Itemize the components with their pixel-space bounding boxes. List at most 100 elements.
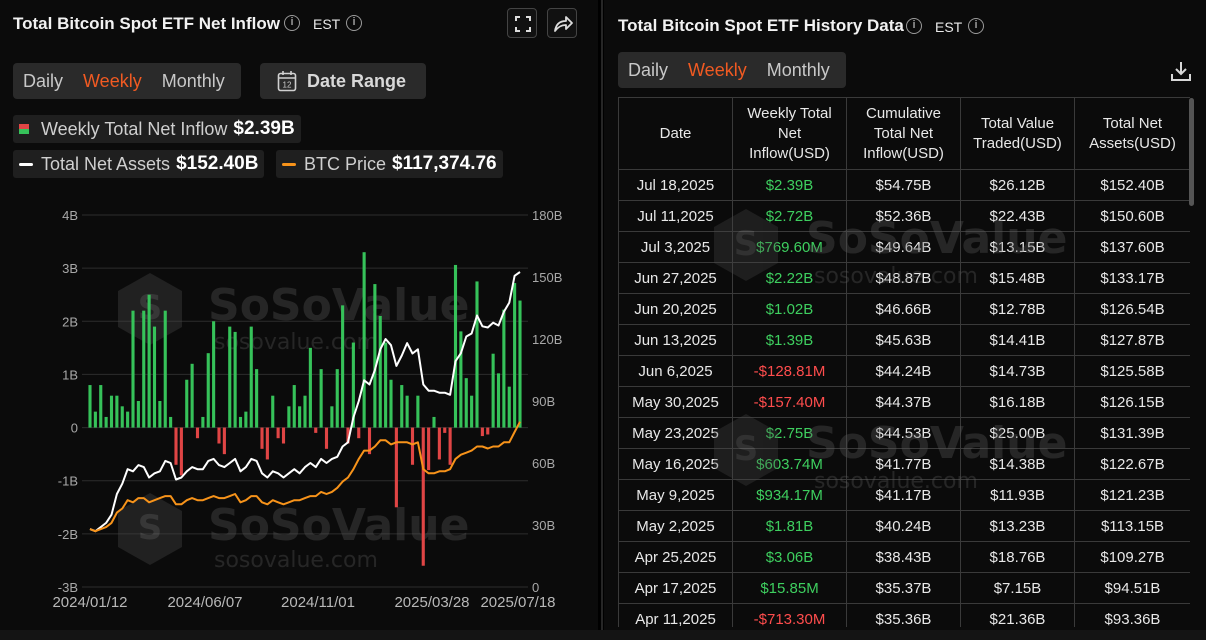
cell-date: May 23,2025 <box>618 417 733 449</box>
inflow-bar-negative <box>437 427 441 460</box>
tab-monthly[interactable]: Monthly <box>161 70 225 91</box>
table-row[interactable]: Jul 11,2025 $2.72B $52.36B $22.43B $150.60B <box>618 200 1190 232</box>
table-row[interactable]: Jul 18,2025 $2.39B $54.75B $26.12B $152.40B <box>618 169 1190 201</box>
inflow-bar-positive <box>158 401 162 428</box>
cell-date: Apr 25,2025 <box>618 541 733 573</box>
cell-cumulative-inflow: $49.64B <box>846 231 961 263</box>
inflow-chart[interactable]: S SoSoValue sosovalue.com S SoSoValue so… <box>0 195 598 615</box>
timezone-info-icon[interactable]: i <box>968 18 984 34</box>
inflow-bar-negative <box>276 427 280 439</box>
download-icon[interactable] <box>1170 60 1192 82</box>
col-header-value-traded[interactable]: Total Value Traded(USD) <box>960 97 1075 170</box>
cell-cumulative-inflow: $40.24B <box>846 510 961 542</box>
table-header-row: Date Weekly Total Net Inflow(USD) Cumula… <box>618 97 1190 170</box>
cell-date: Jul 11,2025 <box>618 200 733 232</box>
btc-price-line <box>89 421 521 533</box>
right-axis-tick-label: 180B <box>532 208 562 223</box>
col-header-cumulative-inflow[interactable]: Cumulative Total Net Inflow(USD) <box>846 97 961 170</box>
right-axis-tick-label: 120B <box>532 332 562 347</box>
share-icon[interactable] <box>547 8 577 38</box>
timezone-info-icon[interactable]: i <box>346 15 362 31</box>
left-axis-tick-label: 1B <box>62 367 78 382</box>
cell-net-assets: $125.58B <box>1074 355 1190 387</box>
inflow-bar-negative <box>486 427 490 435</box>
legend-btc-price[interactable]: BTC Price $117,374.76 <box>276 150 503 178</box>
table-row[interactable]: May 23,2025 $2.75B $44.53B $25.00B $131.39B <box>618 417 1190 449</box>
col-header-weekly-inflow[interactable]: Weekly Total Net Inflow(USD) <box>732 97 847 170</box>
info-icon[interactable]: i <box>284 15 300 31</box>
inflow-bar-positive <box>120 406 124 428</box>
cell-weekly-inflow: $603.74M <box>732 448 847 480</box>
inflow-bar-positive <box>255 369 259 428</box>
inflow-bar-positive <box>212 321 216 428</box>
cell-date: May 9,2025 <box>618 479 733 511</box>
inflow-bar-positive <box>470 395 474 428</box>
bar-swatch <box>19 124 29 134</box>
cell-weekly-inflow: -$713.30M <box>732 603 847 627</box>
cell-net-assets: $150.60B <box>1074 200 1190 232</box>
cell-value-traded: $22.43B <box>960 200 1075 232</box>
inflow-bar-positive <box>432 416 436 428</box>
cell-net-assets: $122.67B <box>1074 448 1190 480</box>
period-tabs: Daily Weekly Monthly <box>618 52 846 88</box>
svg-text:S: S <box>138 508 163 548</box>
tab-monthly[interactable]: Monthly <box>766 59 830 80</box>
watermark-url-1: sosovalue.com <box>214 330 378 355</box>
inflow-bar-negative <box>174 427 178 465</box>
inflow-bar-positive <box>163 310 167 428</box>
timezone-label: EST <box>313 16 341 32</box>
table-row[interactable]: Jun 6,2025 -$128.81M $44.24B $14.73B $125.58… <box>618 355 1190 387</box>
inflow-bar-negative <box>448 427 452 465</box>
inflow-bar-positive <box>88 385 92 428</box>
cell-date: Jun 6,2025 <box>618 355 733 387</box>
col-header-date[interactable]: Date <box>618 97 733 170</box>
col-header-net-assets[interactable]: Total Net Assets(USD) <box>1074 97 1190 170</box>
cell-cumulative-inflow: $38.43B <box>846 541 961 573</box>
table-row[interactable]: Jul 3,2025 $769.60M $49.64B $13.15B $137.60B <box>618 231 1190 263</box>
x-axis-tick-label: 2024/11/01 <box>281 594 355 611</box>
inflow-bar-positive <box>389 379 393 428</box>
history-table-container[interactable]: Date Weekly Total Net Inflow(USD) Cumula… <box>618 97 1190 627</box>
cell-cumulative-inflow: $48.87B <box>846 262 961 294</box>
inflow-bar-negative <box>357 427 361 439</box>
cell-date: Jul 18,2025 <box>618 169 733 201</box>
table-row[interactable]: May 2,2025 $1.81B $40.24B $13.23B $113.15B <box>618 510 1190 542</box>
left-axis-tick-label: -3B <box>58 580 78 595</box>
inflow-bar-negative <box>394 427 398 508</box>
tab-daily[interactable]: Daily <box>23 70 64 91</box>
table-row[interactable]: May 9,2025 $934.17M $41.17B $11.93B $121.23B <box>618 479 1190 511</box>
inflow-bar-positive <box>142 310 146 428</box>
fullscreen-icon[interactable] <box>507 8 537 38</box>
cell-value-traded: $13.23B <box>960 510 1075 542</box>
calendar-icon: 12 <box>277 71 297 92</box>
inflow-bar-positive <box>319 369 323 428</box>
table-row[interactable]: Apr 17,2025 $15.85M $35.37B $7.15B $94.51B <box>618 572 1190 604</box>
tab-daily[interactable]: Daily <box>628 59 669 80</box>
tab-weekly[interactable]: Weekly <box>83 70 142 91</box>
cell-date: Jun 27,2025 <box>618 262 733 294</box>
legend-total-net-assets[interactable]: Total Net Assets $152.40B <box>13 150 265 178</box>
table-row[interactable]: Jun 13,2025 $1.39B $45.63B $14.41B $127.87B <box>618 324 1190 356</box>
legend-inflow-label: Weekly Total Net Inflow <box>41 118 228 139</box>
cell-net-assets: $137.60B <box>1074 231 1190 263</box>
inflow-bar-negative <box>346 427 350 444</box>
inflow-bar-positive <box>206 353 210 428</box>
legend-weekly-inflow[interactable]: Weekly Total Net Inflow $2.39B <box>13 115 301 143</box>
cell-value-traded: $18.76B <box>960 541 1075 573</box>
inflow-bar-negative <box>443 427 447 433</box>
inflow-bar-negative <box>265 427 269 460</box>
table-row[interactable]: May 30,2025 -$157.40M $44.37B $16.18B $126.1… <box>618 386 1190 418</box>
table-row[interactable]: Apr 11,2025 -$713.30M $35.36B $21.36B $93.36… <box>618 603 1190 627</box>
table-row[interactable]: May 16,2025 $603.74M $41.77B $14.38B $122.67… <box>618 448 1190 480</box>
table-row[interactable]: Jun 20,2025 $1.02B $46.66B $12.78B $126.54B <box>618 293 1190 325</box>
cell-weekly-inflow: $2.22B <box>732 262 847 294</box>
date-range-button[interactable]: 12 Date Range <box>260 63 426 99</box>
legend-inflow-value: $2.39B <box>233 118 295 139</box>
table-scrollbar[interactable] <box>1189 98 1194 206</box>
table-row[interactable]: Jun 27,2025 $2.22B $48.87B $15.48B $133.17B <box>618 262 1190 294</box>
cell-date: May 16,2025 <box>618 448 733 480</box>
tab-weekly[interactable]: Weekly <box>688 59 747 80</box>
table-row[interactable]: Apr 25,2025 $3.06B $38.43B $18.76B $109.27B <box>618 541 1190 573</box>
cell-date: Jun 20,2025 <box>618 293 733 325</box>
info-icon[interactable]: i <box>906 18 922 34</box>
